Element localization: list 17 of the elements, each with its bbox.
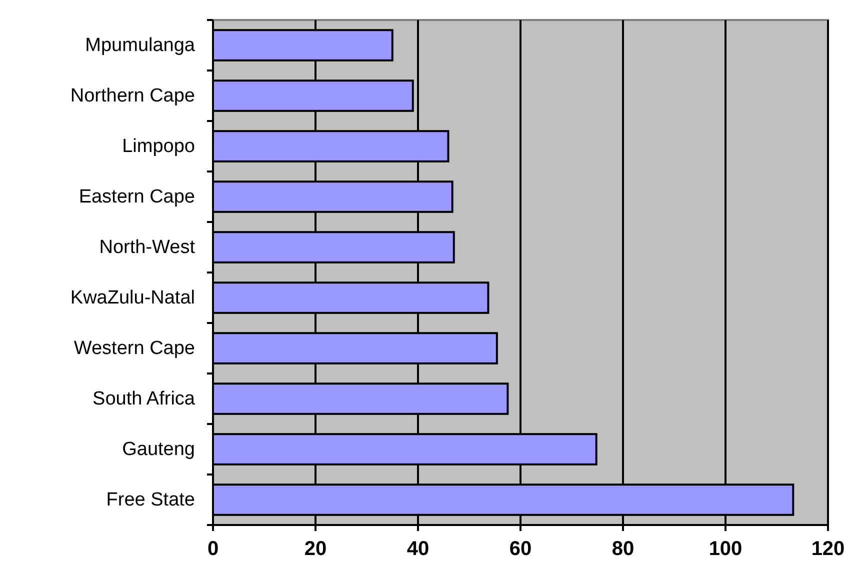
x-tick-label: 80	[612, 538, 634, 560]
x-tick-label: 40	[406, 538, 430, 560]
y-tick-label: Free State	[106, 489, 195, 510]
y-tick-label: Eastern Cape	[78, 186, 195, 208]
y-tick-label: North-West	[99, 236, 196, 258]
x-tick-label: 120	[811, 538, 845, 560]
x-tick-label: 20	[304, 538, 327, 560]
y-tick-label: KwaZulu-Natal	[70, 287, 195, 308]
y-tick-label: Mpumulanga	[85, 34, 196, 56]
y-tick-label: Northern Cape	[70, 85, 195, 106]
y-tick-label: South Africa	[92, 388, 196, 410]
x-tick-label: 0	[207, 538, 219, 560]
y-tick-label: Limpopo	[122, 136, 195, 157]
y-tick-label: Western Cape	[74, 338, 195, 359]
y-tick-label: Gauteng	[122, 438, 195, 460]
x-tick-label: 100	[708, 538, 742, 560]
x-tick-label: 60	[509, 538, 532, 560]
